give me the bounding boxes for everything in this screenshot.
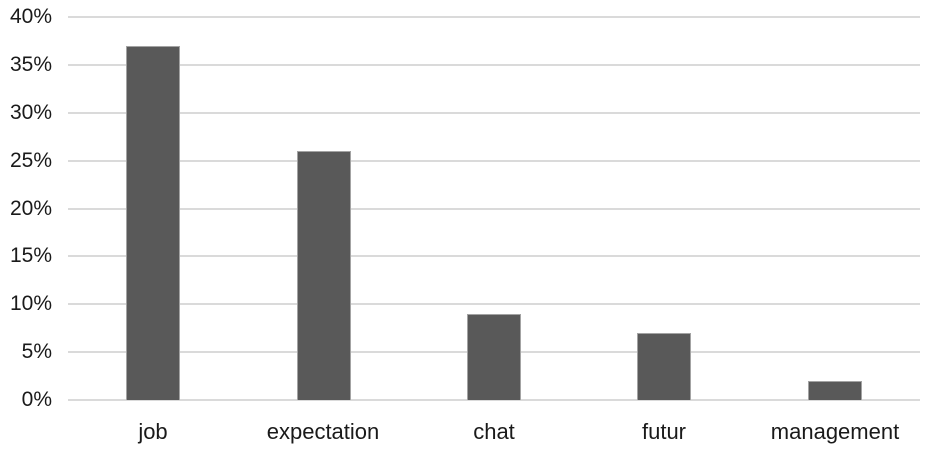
y-axis-tick-label: 30% — [9, 101, 52, 124]
x-axis-category-label: job — [138, 419, 168, 444]
y-axis-tick-label: 35% — [9, 53, 52, 76]
gridline — [68, 255, 920, 257]
gridline — [68, 160, 920, 162]
y-axis-tick-label: 25% — [9, 149, 52, 172]
bar — [126, 46, 180, 400]
bar — [467, 314, 521, 400]
gridline — [68, 16, 920, 18]
gridline — [68, 399, 920, 401]
gridline — [68, 112, 920, 114]
y-axis-tick-label: 5% — [21, 340, 52, 363]
bar — [297, 151, 351, 400]
bar — [637, 333, 691, 400]
y-axis-tick-label: 40% — [9, 5, 52, 28]
bar — [808, 381, 862, 400]
y-axis-tick-label: 10% — [9, 292, 52, 315]
gridline — [68, 208, 920, 210]
y-axis-tick-label: 20% — [9, 197, 52, 220]
y-axis-tick-label: 15% — [9, 244, 52, 267]
x-axis-category-label: futur — [641, 419, 687, 444]
y-axis-tick-label: 0% — [21, 388, 52, 411]
x-axis-category-label: management — [770, 419, 900, 444]
x-axis-category-label: expectation — [266, 419, 380, 444]
x-axis-category-label: chat — [473, 419, 515, 444]
gridline — [68, 303, 920, 305]
gridline — [68, 64, 920, 66]
